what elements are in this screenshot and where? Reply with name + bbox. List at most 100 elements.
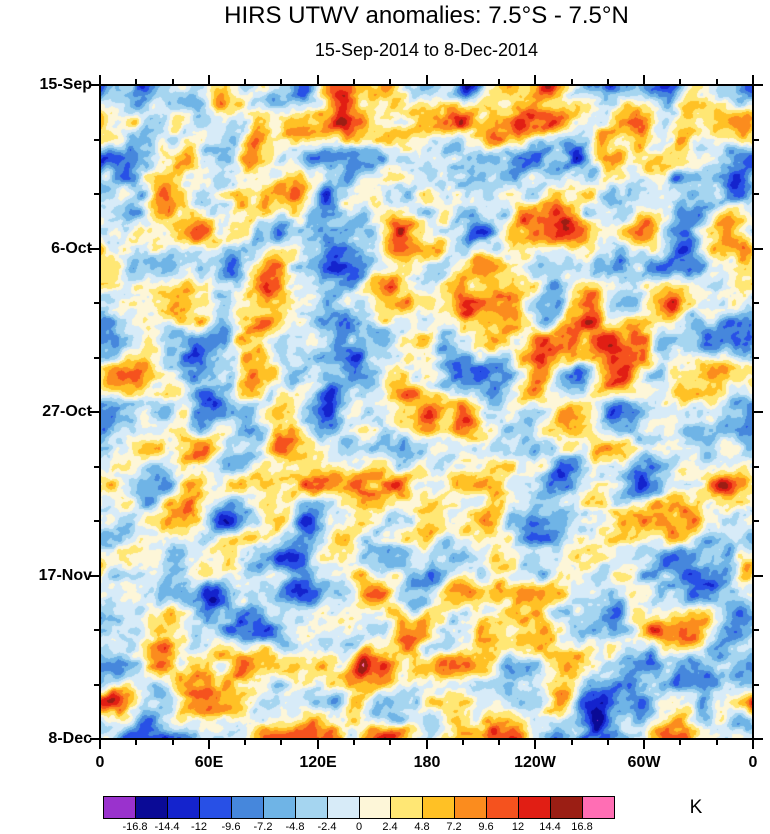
axis-tick bbox=[389, 79, 391, 84]
axis-tick bbox=[280, 79, 282, 84]
axis-tick bbox=[754, 248, 763, 250]
axis-tick bbox=[94, 466, 99, 468]
axis-tick bbox=[94, 139, 99, 141]
axis-tick bbox=[426, 740, 428, 749]
colorbar-tick-label: 4.8 bbox=[414, 821, 430, 833]
colorbar-tick-label: -16.8 bbox=[122, 821, 148, 833]
x-axis-tick-label: 120E bbox=[299, 754, 337, 771]
colorbar-segment bbox=[519, 797, 552, 818]
axis-tick bbox=[244, 740, 246, 745]
axis-tick bbox=[716, 740, 718, 745]
x-axis-tick-label: 60W bbox=[627, 754, 661, 771]
axis-tick bbox=[208, 75, 210, 84]
heatmap-canvas bbox=[101, 86, 752, 738]
axis-tick bbox=[752, 740, 754, 749]
axis-tick bbox=[90, 575, 99, 577]
colorbar-tick-label: 16.8 bbox=[571, 821, 593, 833]
colorbar-segment bbox=[104, 797, 136, 818]
axis-tick bbox=[90, 248, 99, 250]
axis-tick bbox=[534, 75, 536, 84]
colorbar-tick-label: 12 bbox=[511, 821, 525, 833]
axis-tick bbox=[752, 75, 754, 84]
axis-tick bbox=[754, 466, 759, 468]
axis-tick bbox=[607, 740, 609, 745]
axis-tick bbox=[135, 740, 137, 745]
axis-tick bbox=[172, 79, 174, 84]
colorbar-tick-label: 7.2 bbox=[446, 821, 462, 833]
chart-title: HIRS UTWV anomalies: 7.5°S - 7.5°N bbox=[224, 2, 629, 29]
axis-tick bbox=[607, 79, 609, 84]
axis-tick bbox=[754, 193, 759, 195]
colorbar-segment bbox=[167, 797, 200, 818]
colorbar-segment bbox=[551, 797, 584, 818]
colorbar-tick-label: -2.4 bbox=[317, 821, 337, 833]
colorbar-tick-label: 2.4 bbox=[382, 821, 398, 833]
axis-tick bbox=[754, 684, 759, 686]
colorbar-segment bbox=[135, 797, 168, 818]
axis-tick bbox=[94, 193, 99, 195]
y-axis-tick-label: 17-Nov bbox=[38, 567, 92, 584]
axis-tick bbox=[426, 75, 428, 84]
axis-tick bbox=[353, 740, 355, 745]
axis-tick bbox=[571, 79, 573, 84]
axis-tick bbox=[280, 740, 282, 745]
colorbar bbox=[103, 796, 615, 819]
x-axis-tick-label: 180 bbox=[413, 754, 441, 771]
axis-tick bbox=[172, 740, 174, 745]
colorbar-tick-label: -4.8 bbox=[285, 821, 305, 833]
colorbar-unit-label: K bbox=[689, 797, 703, 818]
colorbar-segment bbox=[583, 797, 614, 818]
x-axis-tick-label: 60E bbox=[194, 754, 224, 771]
colorbar-segment bbox=[423, 797, 456, 818]
colorbar-tick-label: -12 bbox=[191, 821, 207, 833]
axis-tick bbox=[754, 520, 759, 522]
axis-tick bbox=[99, 75, 101, 84]
colorbar-segment bbox=[199, 797, 232, 818]
axis-tick bbox=[754, 84, 763, 86]
axis-tick bbox=[754, 139, 759, 141]
colorbar-segment bbox=[263, 797, 296, 818]
axis-tick bbox=[317, 740, 319, 749]
axis-tick bbox=[317, 75, 319, 84]
axis-tick bbox=[571, 740, 573, 745]
axis-tick bbox=[90, 84, 99, 86]
colorbar-tick-label: -14.4 bbox=[154, 821, 180, 833]
axis-tick bbox=[498, 740, 500, 745]
x-axis-tick-label: 0 bbox=[748, 754, 758, 771]
axis-tick bbox=[498, 79, 500, 84]
axis-tick bbox=[94, 684, 99, 686]
colorbar-segment bbox=[487, 797, 520, 818]
axis-tick bbox=[754, 575, 763, 577]
colorbar-tick-label: 14.4 bbox=[539, 821, 561, 833]
axis-tick bbox=[208, 740, 210, 749]
axis-tick bbox=[754, 629, 759, 631]
axis-tick bbox=[94, 629, 99, 631]
colorbar-tick-label: -9.6 bbox=[221, 821, 241, 833]
colorbar-tick-label: 0 bbox=[355, 821, 363, 833]
axis-tick bbox=[754, 738, 763, 740]
axis-tick bbox=[462, 740, 464, 745]
axis-tick bbox=[99, 740, 101, 749]
y-axis-tick-label: 15-Sep bbox=[39, 76, 92, 93]
axis-tick bbox=[679, 740, 681, 745]
axis-tick bbox=[90, 738, 99, 740]
axis-tick bbox=[94, 302, 99, 304]
colorbar-segment bbox=[455, 797, 488, 818]
axis-tick bbox=[94, 357, 99, 359]
chart-subtitle: 15-Sep-2014 to 8-Dec-2014 bbox=[314, 40, 539, 60]
y-axis-tick-label: 6-Oct bbox=[51, 240, 92, 257]
axis-tick bbox=[90, 411, 99, 413]
x-axis-tick-label: 0 bbox=[95, 754, 105, 771]
axis-tick bbox=[462, 79, 464, 84]
axis-tick bbox=[679, 79, 681, 84]
axis-tick bbox=[754, 302, 759, 304]
colorbar-tick-label: 9.6 bbox=[478, 821, 494, 833]
colorbar-tick-label: -7.2 bbox=[253, 821, 273, 833]
axis-tick bbox=[643, 75, 645, 84]
colorbar-segment bbox=[295, 797, 328, 818]
axis-tick bbox=[534, 740, 536, 749]
axis-tick bbox=[643, 740, 645, 749]
axis-tick bbox=[135, 79, 137, 84]
colorbar-segment bbox=[327, 797, 360, 818]
axis-tick bbox=[716, 79, 718, 84]
